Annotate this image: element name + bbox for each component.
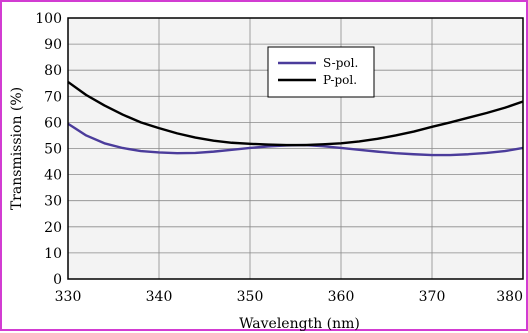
x-tick-label: 350 [237, 289, 264, 305]
x-axis-label: Wavelength (nm) [239, 316, 360, 332]
y-tick-label: 10 [44, 246, 62, 262]
y-tick-label: 0 [53, 272, 62, 288]
x-tick-label: 330 [55, 289, 82, 305]
y-tick-labels: 0 10 20 30 40 50 60 70 80 90 100 [35, 11, 62, 288]
legend: S-pol. P-pol. [267, 46, 375, 98]
x-tick-label: 380 [496, 289, 523, 305]
x-tick-label: 370 [419, 289, 446, 305]
y-tick-label: 30 [44, 194, 62, 210]
plot-border [67, 17, 524, 280]
y-tick-label: 90 [44, 37, 62, 53]
y-tick-label: 20 [44, 220, 62, 236]
legend-label-s-pol: S-pol. [323, 56, 358, 70]
y-tick-label: 50 [44, 142, 62, 158]
y-tick-label: 60 [44, 115, 62, 131]
y-tick-label: 100 [35, 11, 62, 27]
legend-label-p-pol: P-pol. [323, 73, 357, 87]
y-tick-label: 70 [44, 89, 62, 105]
y-tick-label: 80 [44, 63, 62, 79]
y-axis-label: Transmission (%) [9, 87, 25, 210]
y-tick-label: 40 [44, 168, 62, 184]
series-line-p-pol [67, 80, 524, 147]
x-tick-label: 360 [328, 289, 355, 305]
x-tick-label: 340 [146, 289, 173, 305]
x-tick-labels: 330 340 350 360 370 380 [55, 289, 523, 305]
series-layer [67, 80, 524, 157]
legend-box [267, 46, 375, 98]
